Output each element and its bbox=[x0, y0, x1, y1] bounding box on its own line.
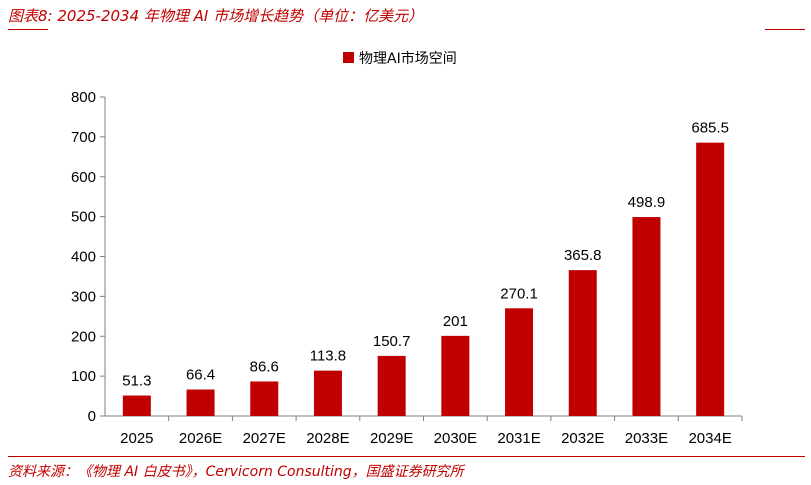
y-tick-label: 500 bbox=[71, 209, 96, 226]
source-rule bbox=[8, 456, 805, 457]
title-rule-left bbox=[8, 29, 48, 30]
x-tick-label: 2029E bbox=[370, 430, 413, 447]
source-note: 资料来源：《物理 AI 白皮书》，Cervicorn Consulting，国盛… bbox=[8, 464, 464, 480]
bar bbox=[122, 395, 151, 416]
bar bbox=[696, 142, 725, 417]
y-tick-label: 700 bbox=[71, 129, 96, 146]
x-tick-label: 2034E bbox=[688, 430, 731, 447]
bar bbox=[632, 217, 661, 416]
bar bbox=[250, 381, 279, 416]
y-tick-label: 800 bbox=[71, 89, 96, 106]
data-label: 365.8 bbox=[564, 247, 602, 264]
data-label: 113.8 bbox=[310, 348, 346, 365]
bar bbox=[568, 270, 597, 416]
data-label: 685.5 bbox=[691, 120, 729, 137]
bar bbox=[313, 370, 342, 416]
bar bbox=[377, 355, 406, 416]
y-tick-label: 0 bbox=[88, 408, 96, 425]
data-label: 86.6 bbox=[250, 358, 279, 375]
data-label: 201 bbox=[443, 313, 468, 330]
bar bbox=[441, 335, 470, 416]
x-tick-label: 2025 bbox=[120, 430, 153, 447]
y-tick-label: 200 bbox=[71, 328, 96, 345]
data-label: 66.4 bbox=[186, 367, 215, 384]
data-label: 270.1 bbox=[500, 285, 538, 302]
x-tick-label: 2032E bbox=[561, 430, 604, 447]
x-tick-label: 2033E bbox=[625, 430, 668, 447]
x-tick-label: 2031E bbox=[497, 430, 540, 447]
x-tick-label: 2028E bbox=[306, 430, 349, 447]
x-tick-label: 2026E bbox=[179, 430, 222, 447]
data-label: 498.9 bbox=[628, 194, 666, 211]
y-tick-label: 100 bbox=[71, 368, 96, 385]
legend-swatch bbox=[343, 52, 354, 63]
y-tick-label: 300 bbox=[71, 288, 96, 305]
figure-title: 图表8: 2025-2034 年物理 AI 市场增长趋势（单位：亿美元） bbox=[8, 7, 424, 25]
legend-label: 物理AI市场空间 bbox=[359, 50, 457, 67]
data-label: 51.3 bbox=[122, 373, 151, 390]
y-tick-label: 600 bbox=[71, 169, 96, 186]
title-rule-right bbox=[765, 29, 805, 30]
data-label: 150.7 bbox=[373, 333, 411, 350]
bar bbox=[186, 389, 215, 416]
x-tick-label: 2027E bbox=[243, 430, 286, 447]
y-tick-label: 400 bbox=[71, 249, 96, 266]
x-tick-label: 2030E bbox=[434, 430, 477, 447]
bar bbox=[505, 308, 534, 416]
